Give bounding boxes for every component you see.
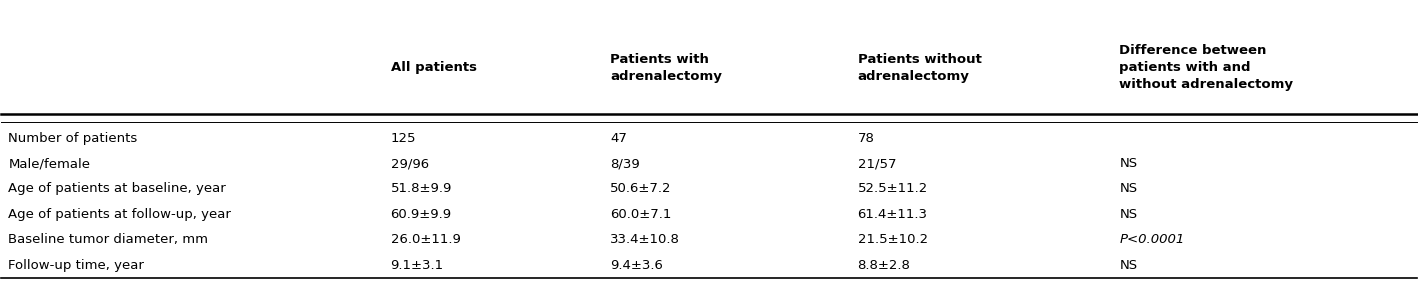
Text: Age of patients at follow-up, year: Age of patients at follow-up, year — [9, 208, 231, 221]
Text: Difference between
patients with and
without adrenalectomy: Difference between patients with and wit… — [1119, 44, 1293, 91]
Text: NS: NS — [1119, 208, 1137, 221]
Text: 29/96: 29/96 — [390, 157, 428, 170]
Text: 52.5±11.2: 52.5±11.2 — [858, 182, 927, 196]
Text: NS: NS — [1119, 182, 1137, 196]
Text: 9.1±3.1: 9.1±3.1 — [390, 259, 444, 272]
Text: Male/female: Male/female — [9, 157, 91, 170]
Text: 51.8±9.9: 51.8±9.9 — [390, 182, 452, 196]
Text: Baseline tumor diameter, mm: Baseline tumor diameter, mm — [9, 233, 208, 246]
Text: 8/39: 8/39 — [610, 157, 640, 170]
Text: 9.4±3.6: 9.4±3.6 — [610, 259, 662, 272]
Text: 8.8±2.8: 8.8±2.8 — [858, 259, 910, 272]
Text: 125: 125 — [390, 132, 415, 145]
Text: 61.4±11.3: 61.4±11.3 — [858, 208, 927, 221]
Text: Follow-up time, year: Follow-up time, year — [9, 259, 145, 272]
Text: Number of patients: Number of patients — [9, 132, 138, 145]
Text: 47: 47 — [610, 132, 627, 145]
Text: Patients without
adrenalectomy: Patients without adrenalectomy — [858, 53, 981, 83]
Text: 50.6±7.2: 50.6±7.2 — [610, 182, 672, 196]
Text: 21.5±10.2: 21.5±10.2 — [858, 233, 927, 246]
Text: 26.0±11.9: 26.0±11.9 — [390, 233, 461, 246]
Text: 33.4±10.8: 33.4±10.8 — [610, 233, 679, 246]
Text: NS: NS — [1119, 157, 1137, 170]
Text: 78: 78 — [858, 132, 875, 145]
Text: Age of patients at baseline, year: Age of patients at baseline, year — [9, 182, 227, 196]
Text: 60.9±9.9: 60.9±9.9 — [390, 208, 452, 221]
Text: NS: NS — [1119, 259, 1137, 272]
Text: 21/57: 21/57 — [858, 157, 896, 170]
Text: All patients: All patients — [390, 61, 476, 74]
Text: Patients with
adrenalectomy: Patients with adrenalectomy — [610, 53, 722, 83]
Text: 60.0±7.1: 60.0±7.1 — [610, 208, 671, 221]
Text: P<0.0001: P<0.0001 — [1119, 233, 1184, 246]
